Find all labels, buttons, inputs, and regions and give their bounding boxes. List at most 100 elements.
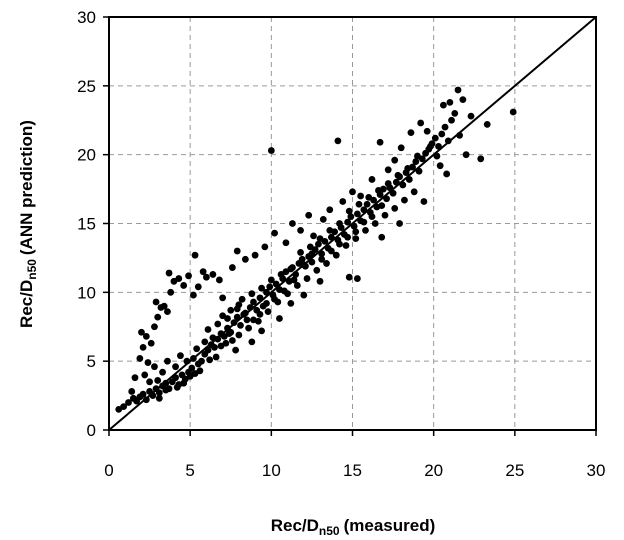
x-tick-label: 30 [587,461,606,480]
data-point [155,389,163,397]
data-point [185,272,192,280]
data-point [327,247,335,255]
data-point [297,226,304,234]
data-point [451,109,459,117]
data-point [313,266,321,274]
data-point [190,291,197,299]
data-point [334,137,342,145]
data-point [175,275,183,282]
data-point [391,204,399,212]
data-point [228,337,236,344]
data-point [483,120,491,128]
data-point [271,295,278,303]
data-point [151,323,158,331]
axis-ticks: 0 5 10 15 20 25 30 0 5 10 15 20 25 30 [77,8,605,480]
y-tick-label: 25 [77,77,96,96]
data-point [342,242,350,249]
data-point [194,283,202,291]
data-point [258,327,265,335]
x-tick-label: 0 [104,461,113,480]
data-point [248,338,256,346]
data-point [303,275,311,282]
data-point [345,273,353,281]
data-point [345,207,353,215]
data-point [362,226,369,234]
data-point [204,326,212,333]
data-point [154,313,162,321]
data-point [326,226,334,234]
data-point [165,269,173,277]
data-point [423,127,431,135]
data-point [448,116,455,124]
data-point [139,390,147,398]
data-point [401,196,408,204]
x-axis-title: Rec/Dn50 (measured) [271,516,436,538]
data-point [431,134,439,142]
data-point [142,332,150,340]
data-point [368,213,376,221]
data-point [360,218,368,226]
data-point [280,287,288,295]
data-point [467,112,475,120]
data-point [191,251,199,259]
data-point [352,235,360,243]
data-point [336,220,343,227]
data-point [214,320,222,328]
data-point [235,331,243,339]
data-point [120,403,128,410]
data-point [293,282,301,289]
data-point [198,357,205,365]
data-point [454,86,462,94]
data-point [305,211,313,219]
data-point [193,345,201,353]
data-point [310,232,317,240]
data-point [375,187,382,194]
data-point [290,276,298,284]
reference-line-1-to-1 [108,16,597,431]
data-point [138,328,145,336]
data-point [164,357,171,365]
data-point [180,282,188,289]
data-point [267,147,275,154]
data-point [177,352,184,360]
data-point [199,268,207,276]
data-point [477,155,485,163]
data-point [352,228,360,236]
data-point [201,338,209,346]
data-point [248,290,256,298]
data-point [264,308,272,316]
x-tick-label: 15 [343,461,362,480]
data-point [440,101,447,109]
data-point [363,200,371,208]
data-point [251,251,259,259]
data-point [420,198,428,205]
data-point [228,264,236,271]
data-point [318,255,326,263]
data-point [232,346,240,354]
data-point [233,247,241,255]
data-point [212,353,220,361]
data-point [381,211,389,219]
data-point [172,363,179,371]
data-point [180,379,188,387]
data-point [237,321,244,329]
data-point [378,233,386,241]
y-tick-label: 5 [87,352,96,371]
scatter-points [115,86,517,413]
data-point [263,299,270,307]
data-point [344,233,352,241]
data-point [162,386,170,394]
data-point [357,192,365,200]
data-point [353,210,361,218]
data-point [414,152,421,160]
data-point [441,123,449,131]
data-point [173,383,181,391]
data-point [315,240,322,248]
data-point [245,324,253,332]
data-point [297,249,304,256]
data-point [332,251,340,259]
data-point [336,240,343,248]
data-point [509,108,517,116]
data-point [323,260,330,267]
